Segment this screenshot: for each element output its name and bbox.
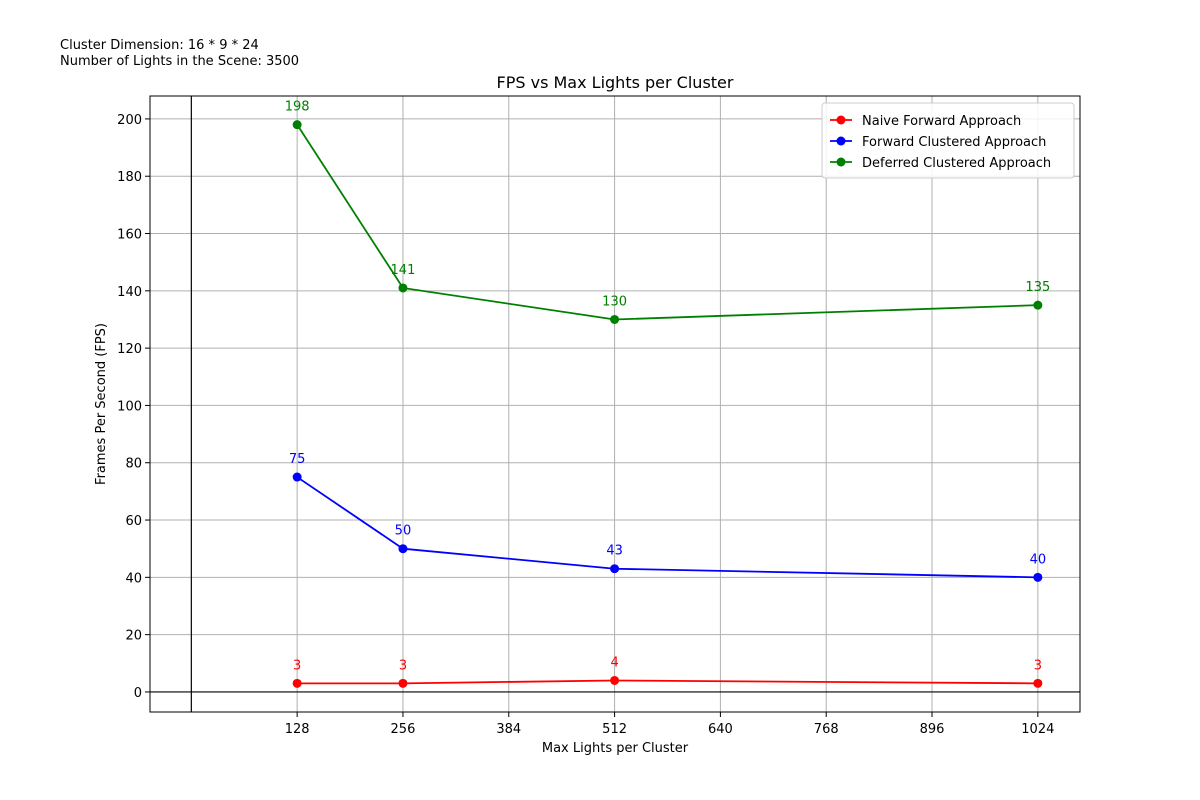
y-tick-label: 120 [117,342,142,357]
x-tick-label: 640 [708,722,733,737]
zero-lines [150,96,1080,712]
x-tick-label: 256 [391,722,416,737]
data-label-forward-clustered-approach: 40 [1030,552,1047,567]
y-tick-label: 160 [117,228,142,243]
data-point-naive-forward-approach [1033,678,1043,688]
x-tick-label: 1024 [1021,722,1054,737]
data-point-forward-clustered-approach [292,472,302,482]
x-tick-label: 128 [285,722,310,737]
series-line-forward-clustered-approach [296,476,1038,579]
data-label-naive-forward-approach: 3 [399,658,407,673]
data-point-deferred-clustered-approach [292,120,302,130]
chart-title: FPS vs Max Lights per Cluster [497,73,734,92]
y-tick-label: 20 [125,629,142,644]
data-label-naive-forward-approach: 3 [293,658,301,673]
data-point-naive-forward-approach [292,678,302,688]
series-lines [292,120,1043,688]
data-point-forward-clustered-approach [1033,572,1043,582]
legend-box [821,102,1075,179]
data-point-deferred-clustered-approach [398,283,408,293]
y-tick-label: 0 [134,686,142,701]
data-label-deferred-clustered-approach: 130 [602,294,627,309]
lights-count-annotation: Number of Lights in the Scene: 3500 [60,54,300,69]
y-tick-label: 140 [117,285,142,300]
data-label-forward-clustered-approach: 43 [606,544,623,559]
data-point-deferred-clustered-approach [610,314,620,324]
y-tick-label: 80 [125,457,142,472]
data-label-naive-forward-approach: 3 [1034,658,1042,673]
x-tick-label: 512 [602,722,627,737]
x-tick-label: 896 [920,722,945,737]
data-label-forward-clustered-approach: 75 [289,452,306,467]
legend-marker-naive-forward-approach [836,115,846,125]
data-point-naive-forward-approach [398,678,408,688]
y-tick-label: 40 [125,571,142,586]
y-tick-label: 100 [117,399,142,414]
legend: Naive Forward Approach Forward Clustered … [821,102,1075,179]
data-point-deferred-clustered-approach [1033,300,1043,310]
series-line-naive-forward-approach [297,679,1038,685]
cluster-dimension-annotation: Cluster Dimension: 16 * 9 * 24 [60,38,259,53]
data-label-deferred-clustered-approach: 135 [1025,280,1050,295]
data-label-naive-forward-approach: 4 [610,655,618,670]
x-axis-label: Max Lights per Cluster [542,741,689,756]
y-tick-label: 180 [117,170,142,185]
data-label-deferred-clustered-approach: 198 [285,100,310,115]
data-point-forward-clustered-approach [398,544,408,554]
x-tick-label: 768 [814,722,839,737]
data-point-forward-clustered-approach [610,564,620,574]
legend-marker-deferred-clustered-approach [836,157,846,167]
x-tick-label: 384 [496,722,521,737]
legend-label-deferred-clustered-approach: Deferred Clustered Approach [862,156,1051,171]
y-tick-label: 200 [117,113,142,128]
y-tick-label: 60 [125,514,142,529]
grid [150,96,1080,712]
legend-label-naive-forward-approach: Naive Forward Approach [862,114,1021,129]
data-label-forward-clustered-approach: 50 [395,524,412,539]
axis-ticks: 128 256 384 512 640 768 896 1024 0 20 40 60 80 100 120… [117,113,1054,737]
data-point-naive-forward-approach [610,675,620,685]
legend-label-forward-clustered-approach: Forward Clustered Approach [862,135,1046,150]
y-axis-label: Frames Per Second (FPS) [94,323,109,485]
series-line-deferred-clustered-approach [296,124,1038,321]
data-label-deferred-clustered-approach: 141 [391,263,416,278]
legend-marker-forward-clustered-approach [836,136,846,146]
